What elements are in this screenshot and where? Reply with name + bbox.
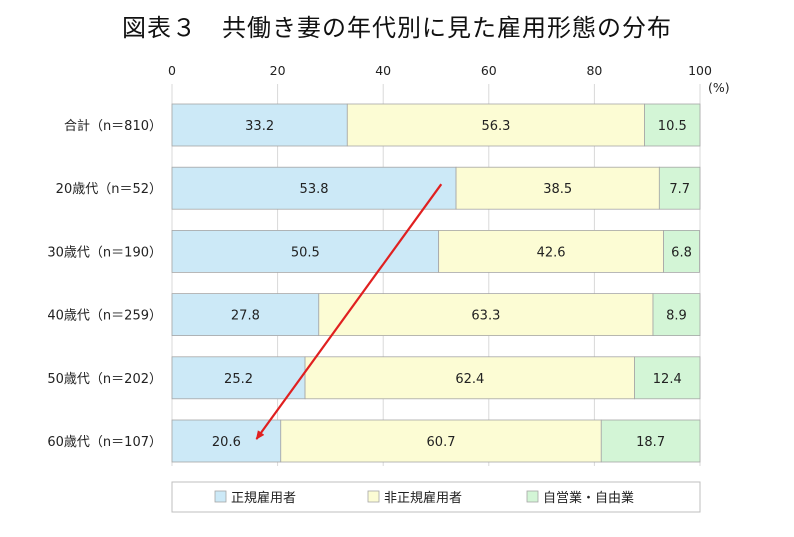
- bar-segment: [663, 229, 700, 273]
- trend-arrow: [255, 183, 443, 440]
- data-label: 62.4: [455, 372, 484, 387]
- bar-segment: [171, 419, 282, 463]
- category-label: 50歳代（n＝202）: [47, 372, 162, 387]
- data-label: 18.7: [636, 435, 665, 450]
- bar-segment: [171, 293, 320, 337]
- legend-label: 正規雇用者: [231, 490, 296, 506]
- legend-swatch: [367, 490, 380, 503]
- data-label: 10.5: [658, 119, 687, 134]
- bar-segment: [280, 419, 602, 463]
- bar-segment: [438, 229, 664, 273]
- data-label: 38.5: [543, 182, 572, 197]
- data-label: 56.3: [481, 119, 510, 134]
- legend-label: 非正規雇用者: [384, 490, 462, 506]
- data-label: 6.8: [671, 245, 692, 260]
- category-label: 合計（n＝810）: [64, 118, 162, 134]
- bar-segment: [318, 293, 654, 337]
- data-label: 60.7: [427, 435, 456, 450]
- bar-segment: [634, 356, 701, 400]
- category-label: 40歳代（n＝259）: [47, 309, 162, 324]
- legend-swatch: [526, 490, 539, 503]
- data-label: 42.6: [537, 245, 566, 260]
- bar-segment: [346, 103, 645, 147]
- bar-segment: [171, 229, 440, 273]
- x-tick-label: 0: [168, 63, 176, 78]
- x-tick-label: 100: [688, 63, 712, 78]
- data-label: 27.8: [231, 309, 260, 324]
- bar-segment: [658, 166, 701, 210]
- bar-segment: [600, 419, 701, 463]
- data-label: 20.6: [212, 435, 241, 450]
- bar-segment: [171, 166, 457, 210]
- data-label: 8.9: [666, 309, 687, 324]
- category-label: 20歳代（n＝52）: [56, 182, 162, 197]
- category-label: 60歳代（n＝107）: [47, 435, 162, 450]
- x-tick-label: 80: [586, 63, 602, 78]
- legend-swatch: [214, 490, 227, 503]
- bar-segment: [304, 356, 635, 400]
- bar-segment: [171, 356, 306, 400]
- x-tick-label: 20: [270, 63, 286, 78]
- legend-box: [171, 481, 701, 513]
- data-label: 7.7: [669, 182, 690, 197]
- data-label: 25.2: [224, 372, 253, 387]
- chart-title: 図表３ 共働き妻の年代別に見た雇用形態の分布: [122, 14, 672, 42]
- bar-segment: [455, 166, 660, 210]
- data-label: 63.3: [471, 309, 500, 324]
- bar-segment: [644, 103, 701, 147]
- data-label: 33.2: [245, 119, 274, 134]
- x-unit-label: (%): [708, 80, 730, 95]
- category-label: 30歳代（n＝190）: [47, 245, 162, 260]
- data-label: 12.4: [653, 372, 682, 387]
- data-label: 50.5: [291, 245, 320, 260]
- x-tick-label: 40: [375, 63, 391, 78]
- legend-label: 自営業・自由業: [543, 490, 634, 506]
- bar-segment: [652, 293, 701, 337]
- x-tick-label: 60: [481, 63, 497, 78]
- data-label: 53.8: [300, 182, 329, 197]
